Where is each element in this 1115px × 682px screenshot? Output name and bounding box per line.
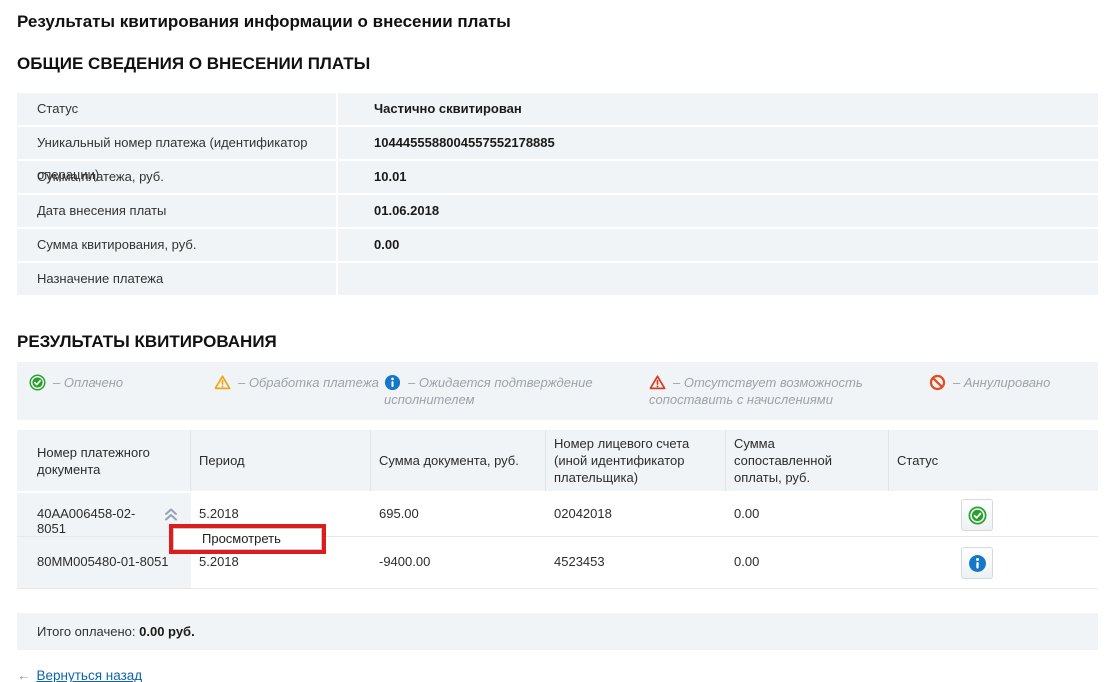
results-table: Номер платежного документа Период Сумма … — [17, 430, 1098, 589]
column-header: Сумма документа, руб. — [371, 430, 546, 491]
doc-number-cell: 40AA006458-02-8051 — [17, 493, 191, 536]
view-menu-item[interactable]: Просмотреть — [173, 528, 322, 550]
general-section-heading: ОБЩИЕ СВЕДЕНИЯ О ВНЕСЕНИИ ПЛАТЫ — [17, 54, 371, 73]
legend-label: – Оплачено — [53, 375, 124, 390]
results-section-heading: РЕЗУЛЬТАТЫ КВИТИРОВАНИЯ — [17, 332, 277, 351]
back-link[interactable]: Вернуться назад — [36, 668, 143, 682]
total-value: 0.00 руб. — [139, 624, 195, 639]
legend-item-no-match: – Отсутствует возможность сопоставить с … — [649, 374, 929, 408]
table-row: 40AA006458-02-8051 5.2018 695.00 0204201… — [17, 493, 1098, 537]
alert-triangle-icon — [649, 375, 666, 390]
status-legend: – Оплачено – Обработка платежа – Ожидает… — [17, 362, 1098, 420]
matched-amount-cell: 0.00 — [734, 554, 760, 569]
annotation-highlight: Просмотреть — [169, 524, 326, 554]
legend-label: – Отсутствует возможность сопоставить с … — [649, 375, 863, 407]
total-label: Итого оплачено: — [37, 624, 136, 639]
info-value: 10.01 — [336, 161, 1098, 193]
legend-label: – Обработка платежа — [238, 375, 379, 390]
column-header: Статус — [897, 453, 939, 468]
info-label: Дата внесения платы — [37, 203, 167, 218]
back-row: ← Вернуться назад — [17, 668, 1098, 682]
doc-amount-cell: 695.00 — [379, 506, 419, 521]
check-circle-icon — [968, 506, 986, 524]
legend-item-awaiting: – Ожидается подтверждение исполнителем — [384, 374, 649, 408]
doc-number: 40AA006458-02-8051 — [37, 506, 136, 536]
legend-item-processing: – Обработка платежа — [214, 374, 384, 408]
account-cell: 02042018 — [554, 506, 612, 521]
legend-item-paid: – Оплачено — [29, 374, 214, 408]
info-circle-icon — [384, 374, 401, 391]
table-row: Назначение платежа — [17, 263, 1098, 295]
table-row: Сумма платежа, руб. 10.01 — [17, 161, 1098, 193]
table-row: Дата внесения платы 01.06.2018 — [17, 195, 1098, 227]
info-value: Частично сквитирован — [336, 93, 1098, 125]
table-row: Уникальный номер платежа (идентификатор … — [17, 127, 1098, 182]
info-label: Сумма квитирования, руб. — [37, 237, 197, 252]
info-label: Уникальный номер платежа (идентификатор … — [37, 135, 308, 182]
legend-item-cancelled: – Аннулировано — [929, 374, 1098, 408]
info-label: Сумма платежа, руб. — [37, 169, 164, 184]
legend-label: – Ожидается подтверждение исполнителем — [384, 375, 593, 407]
page-title: Результаты квитирования информации о вне… — [17, 12, 511, 31]
period-cell: 5.2018 — [199, 554, 239, 569]
page: Результаты квитирования информации о вне… — [0, 12, 1115, 682]
info-label: Назначение платежа — [37, 271, 164, 286]
doc-number-cell: 80MM005480-01-8051 — [17, 537, 191, 588]
table-row: Сумма квитирования, руб. 0.00 — [17, 229, 1098, 261]
info-value: 1044455588004557552178885 — [336, 127, 1098, 159]
account-cell: 4523453 — [554, 554, 605, 569]
total-paid-bar: Итого оплачено: 0.00 руб. — [17, 613, 1098, 650]
status-paid-button[interactable] — [961, 499, 993, 531]
status-awaiting-button[interactable] — [961, 547, 993, 579]
warning-triangle-icon — [214, 375, 231, 390]
matched-amount-cell: 0.00 — [734, 506, 760, 521]
column-header: Период — [191, 430, 371, 491]
column-header: Номер платежного документа — [17, 430, 191, 491]
collapse-row-button[interactable] — [163, 507, 179, 525]
cancelled-icon — [929, 374, 946, 391]
column-header: Сумма сопоставленной оплаты, руб. — [726, 430, 889, 491]
column-header: Номер лицевого счета (иной идентификатор… — [546, 430, 726, 491]
general-info-table: Статус Частично сквитирован Уникальный н… — [17, 93, 1098, 295]
doc-number: 80MM005480-01-8051 — [37, 554, 169, 569]
info-value — [336, 263, 1098, 295]
legend-label: – Аннулировано — [953, 375, 1051, 390]
info-value: 0.00 — [336, 229, 1098, 261]
check-circle-icon — [29, 374, 46, 391]
left-arrow-icon: ← — [17, 668, 31, 682]
table-row: Статус Частично сквитирован — [17, 93, 1098, 125]
info-label: Статус — [37, 101, 79, 116]
info-value: 01.06.2018 — [336, 195, 1098, 227]
status-cell — [889, 537, 1098, 588]
double-chevron-up-icon — [165, 508, 177, 521]
results-table-header: Номер платежного документа Период Сумма … — [17, 430, 1098, 493]
info-circle-icon — [968, 554, 986, 572]
table-row: 80MM005480-01-8051 5.2018 -9400.00 45234… — [17, 537, 1098, 589]
period-cell: 5.2018 — [199, 506, 239, 521]
doc-amount-cell: -9400.00 — [379, 554, 431, 569]
status-cell — [889, 493, 1098, 536]
